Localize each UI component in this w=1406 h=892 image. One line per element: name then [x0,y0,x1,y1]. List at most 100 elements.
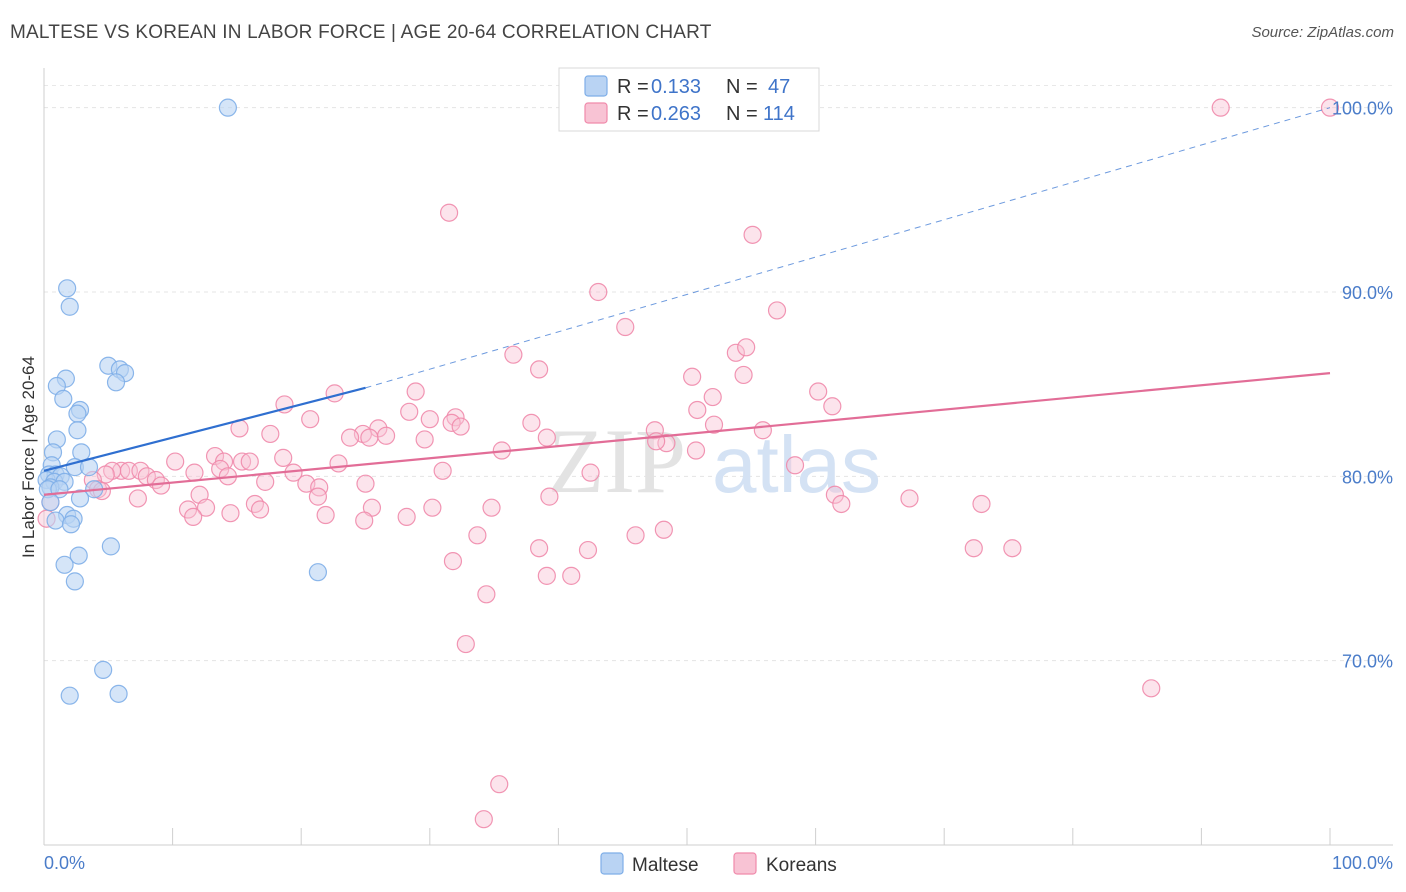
korean-point [825,485,844,504]
korean-point [256,472,275,491]
maltese-point [54,389,73,409]
legend-swatch-maltese [584,75,608,97]
korean-point [1003,539,1022,558]
maltese-point [218,98,237,117]
x-tick-label-max: 100.0% [1332,853,1393,873]
korean-point [482,498,501,517]
korean-point [504,345,523,364]
korean-point [376,426,396,445]
maltese-point [109,684,128,703]
korean-point [128,489,147,508]
korean-point [522,413,541,432]
korean-point [316,505,335,525]
korean-point [406,382,425,401]
korean-point [530,360,549,379]
korean-point [151,476,171,495]
korean-point [232,452,252,471]
korean-trend-line [43,372,1331,496]
korean-point [310,478,329,497]
korean-point [250,500,270,519]
korean-point [581,463,600,482]
gridlines [44,85,1393,662]
korean-point [355,511,374,530]
korean-point [589,282,608,302]
korean-point [423,498,442,517]
legend-n-value-korean: 114 [763,103,795,125]
watermark-atlas: atlas [712,420,881,509]
x-ticks [43,828,1331,845]
maltese-point [65,572,84,591]
y-tick-label: 70.0% [1342,652,1393,672]
korean-point [468,526,487,545]
korean-point [616,317,635,337]
watermark-zip: ZIP [548,410,686,512]
korean-point [245,494,265,514]
korean-point [972,494,991,514]
korean-point [240,452,259,471]
maltese-point [94,660,113,679]
maltese-point [70,489,90,508]
korean-point [166,452,185,471]
korean-point [443,552,463,571]
maltese-point [60,297,79,316]
korean-point [537,566,556,585]
legend-bottom-label-korean: Koreans [766,855,837,876]
korean-point [737,338,756,357]
maltese-point [69,546,88,565]
korean-point [274,448,293,467]
korean-point [340,428,360,447]
y-tick-label: 90.0% [1342,283,1393,303]
series-layer [37,98,1340,829]
legend-bottom: Maltese Koreans [600,852,837,876]
korean-point [397,507,416,526]
legend-top: R = 0.133 N = 47 R = 0.263 N = 114 [558,67,820,132]
legend-r-label-maltese: R = [617,76,649,98]
korean-point [442,413,461,432]
maltese-trend-extension [365,107,1331,389]
korean-point [221,504,240,523]
x-tick-label-min: 0.0% [44,853,85,873]
korean-point [540,487,559,506]
y-tick-label: 80.0% [1342,467,1393,487]
legend-r-value-maltese: 0.133 [651,76,701,98]
trend-layer [43,107,1331,496]
legend-r-label-korean: R = [617,103,649,125]
y-tick-labels: 70.0% 80.0% 90.0% 100.0% [1332,99,1393,672]
korean-point [356,474,375,493]
maltese-point [55,555,74,574]
maltese-point [68,421,87,440]
korean-point [900,489,919,508]
korean-point [439,203,459,222]
chart-source: Source: ZipAtlas.com [1251,24,1394,41]
korean-point [578,540,598,560]
maltese-point [41,493,60,512]
korean-point [809,382,828,401]
korean-point [654,520,673,539]
korean-point [1142,679,1161,698]
korean-point [964,539,983,558]
korean-point [704,415,724,434]
korean-point [785,456,805,475]
maltese-point [106,373,126,392]
series-korean [37,98,1340,829]
legend-n-label-korean: N = [726,103,758,125]
korean-point [301,410,320,429]
korean-point [196,498,216,517]
legend-swatch-korean [584,102,608,124]
korean-point [420,410,439,429]
legend-bottom-swatch-maltese [600,852,624,875]
korean-point [184,507,203,526]
maltese-point [46,511,65,530]
korean-point [185,463,204,482]
korean-point [688,400,707,420]
legend-n-label-maltese: N = [726,76,758,98]
korean-point [626,526,645,545]
korean-point [767,301,787,320]
maltese-trend-line [43,386,366,472]
korean-point [477,585,496,604]
maltese-point [60,686,79,705]
korean-point [456,634,475,654]
maltese-point [308,563,328,582]
korean-point [1211,98,1230,117]
korean-point [753,421,772,440]
